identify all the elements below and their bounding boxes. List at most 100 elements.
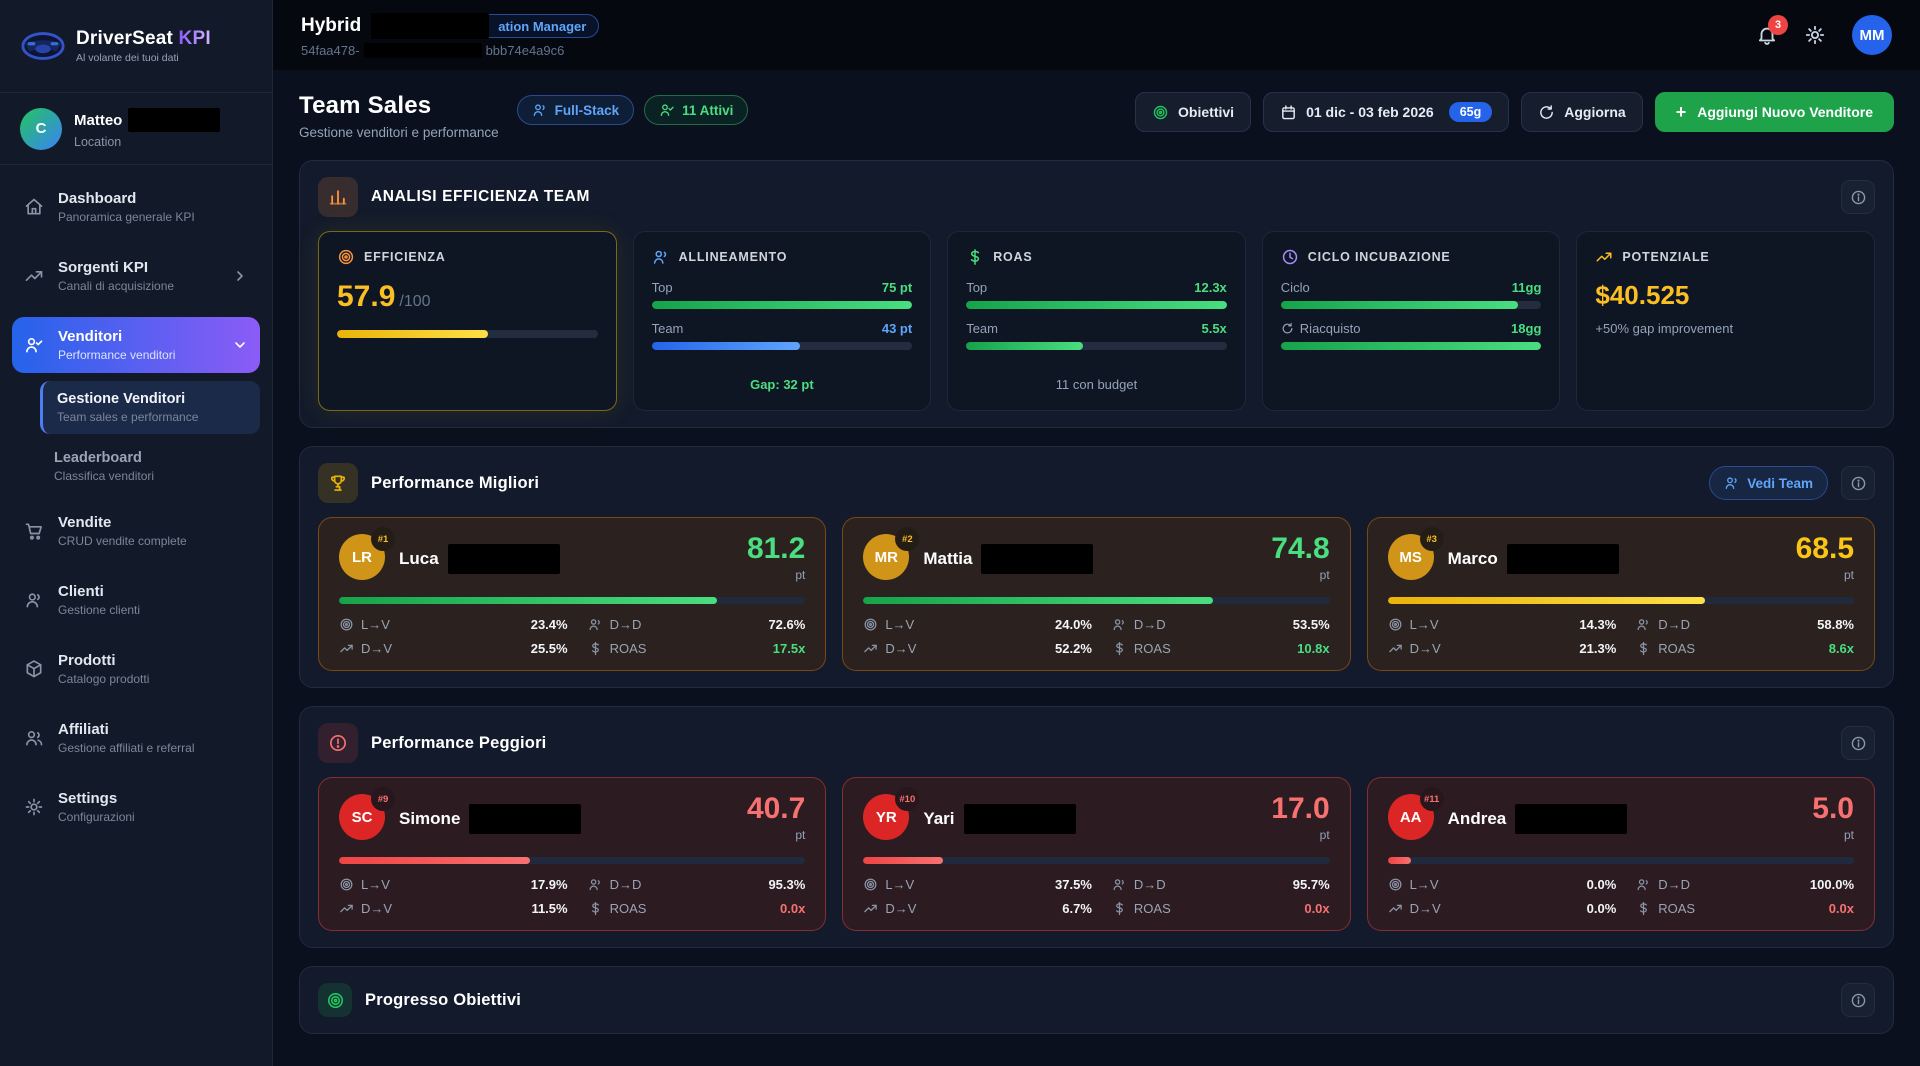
gear-icon: [1804, 24, 1826, 46]
user-name: Matteo: [74, 108, 221, 132]
sidebar-item-settings[interactable]: Settings Configurazioni: [12, 779, 260, 835]
score-progress: [1387, 597, 1854, 604]
sidebar-item-affiliati[interactable]: Affiliati Gestione affiliati e referral: [12, 710, 260, 766]
notifications-button[interactable]: 3: [1756, 15, 1788, 46]
sidebar-subitem-leaderboard[interactable]: Leaderboard Classifica venditori: [54, 450, 155, 483]
efficienza-progress: [337, 330, 598, 338]
rank-badge: #1: [371, 527, 395, 551]
target-icon: [318, 983, 352, 1017]
score-progress: [339, 857, 806, 864]
performer-score: 40.7: [746, 792, 806, 825]
user-check-icon: [659, 102, 675, 118]
account-avatar[interactable]: MM: [1852, 15, 1892, 55]
trending-up-icon: [1388, 901, 1403, 916]
users-icon: [1112, 617, 1127, 632]
refresh-icon: [1538, 104, 1555, 121]
target-icon: [339, 617, 354, 632]
shopping-cart-icon: [24, 521, 46, 541]
redacted-text: [1515, 804, 1628, 834]
score-progress: [863, 597, 1330, 604]
refresh-button[interactable]: Aggiorna: [1521, 92, 1643, 132]
active-sellers-badge[interactable]: 11 Attivi: [644, 95, 749, 125]
add-seller-button[interactable]: + Aggiungi Nuovo Venditore: [1654, 92, 1894, 132]
performer-name: Luca: [399, 549, 439, 568]
vedi-team-button[interactable]: Vedi Team: [1709, 466, 1828, 500]
performer-card[interactable]: LR #1 Luca 81.2 pt L→V 23.4% D→D 72.6% D→V 25…: [318, 517, 827, 671]
top-progress: [966, 301, 1227, 309]
panel-title: ANALISI EFFICIENZA TEAM: [371, 188, 591, 205]
sidebar-item-sorgenti-kpi[interactable]: Sorgenti KPI Canali di acquisizione: [12, 248, 260, 304]
main-content: Team Sales Gestione venditori e performa…: [273, 70, 1920, 1066]
dollar-icon: [588, 641, 603, 656]
settings-button[interactable]: [1804, 24, 1826, 46]
sidebar-item-clienti[interactable]: Clienti Gestione clienti: [12, 572, 260, 628]
score-progress: [863, 857, 1330, 864]
performer-name: Yari: [923, 809, 955, 828]
gear-icon: [24, 797, 46, 817]
performer-name: Andrea: [1447, 809, 1507, 828]
dollar-icon: [1112, 641, 1127, 656]
performer-name: Mattia: [923, 549, 973, 568]
obiettivi-button[interactable]: Obiettivi: [1135, 92, 1252, 132]
venditori-subnav: Gestione Venditori Team sales e performa…: [40, 381, 260, 493]
redacted-text: [363, 43, 482, 58]
progresso-obiettivi-panel: Progresso Obiettivi: [299, 966, 1894, 1034]
sidebar-subitem-gestione-venditori[interactable]: Gestione Venditori Team sales e performa…: [40, 381, 260, 434]
team-progress: [651, 342, 913, 350]
info-button[interactable]: [1841, 983, 1875, 1017]
sidebar-item-dashboard[interactable]: Dashboard Panoramica generale KPI: [12, 179, 260, 235]
users-icon: [588, 617, 603, 632]
performer-card[interactable]: YR #10 Yari 17.0 pt L→V 37.5% D→D 95.7% D→V 6…: [842, 777, 1351, 931]
top-progress: [651, 301, 913, 309]
steering-wheel-logo-icon: [20, 30, 66, 62]
target-icon: [1152, 104, 1169, 121]
performer-card[interactable]: SC #9 Simone 40.7 pt L→V 17.9% D→D 95.3% D→V…: [318, 777, 827, 931]
performer-card[interactable]: MR #2 Mattia 74.8 pt L→V 24.0% D→D 53.5% D→V…: [842, 517, 1351, 671]
users-icon: [1724, 475, 1740, 491]
performer-card[interactable]: AA #11 Andrea 5.0 pt L→V 0.0% D→D 100.0% D→V…: [1366, 777, 1875, 931]
users-icon: [652, 248, 670, 266]
analisi-efficienza-panel: ANALISI EFFICIENZA TEAM EFFICIENZA 57.9/…: [299, 160, 1894, 428]
performer-name: Marco: [1447, 549, 1498, 568]
team-type-badge[interactable]: Full-Stack: [516, 95, 635, 125]
info-button[interactable]: [1841, 180, 1875, 214]
redacted-text: [128, 108, 221, 132]
date-range-picker[interactable]: 01 dic - 03 feb 2026 65g: [1263, 92, 1510, 132]
page-title: Team Sales: [299, 92, 432, 119]
sidebar-item-vendite[interactable]: Vendite CRUD vendite complete: [12, 503, 260, 559]
users-icon: [1636, 877, 1651, 892]
sidebar-user[interactable]: C Matteo Location: [0, 93, 272, 165]
rank-badge: #10: [895, 787, 920, 811]
calendar-icon: [1280, 104, 1297, 121]
repeat-icon: [1281, 322, 1294, 335]
sidebar: DriverSeat KPI Al volante dei tuoi dati …: [0, 0, 273, 1066]
performer-score: 17.0: [1271, 792, 1330, 825]
team-progress: [966, 342, 1227, 350]
workspace-title: Hybrid: [301, 15, 362, 36]
target-icon: [337, 248, 355, 266]
performer-card[interactable]: MS #3 Marco 68.5 pt L→V 14.3% D→D 58.8% D→V 2…: [1366, 517, 1875, 671]
trending-up-icon: [24, 266, 46, 286]
redacted-text: [963, 804, 1076, 834]
brand-tagline: Al volante dei tuoi dati: [76, 52, 179, 64]
rank-badge: #9: [371, 787, 395, 811]
potenziale-note: +50% gap improvement: [1595, 321, 1734, 336]
users-icon: [588, 877, 603, 892]
notification-count-badge: 3: [1768, 15, 1788, 35]
sidebar-item-venditori[interactable]: Venditori Performance venditori: [12, 317, 260, 373]
sidebar-item-prodotti[interactable]: Prodotti Catalogo prodotti: [12, 641, 260, 697]
dollar-icon: [1112, 901, 1127, 916]
gap-note: Gap: 32 pt: [750, 377, 814, 392]
score-progress: [1387, 857, 1854, 864]
users-icon: [1112, 877, 1127, 892]
rank-badge: #11: [1419, 787, 1444, 811]
performer-score: 74.8: [1271, 532, 1330, 565]
brand: DriverSeat KPI Al volante dei tuoi dati: [0, 0, 272, 93]
info-button[interactable]: [1841, 726, 1875, 760]
efficienza-score: 57.9/100: [337, 280, 431, 313]
performance-migliori-panel: Performance Migliori Vedi Team LR #1 Luca…: [299, 446, 1894, 688]
brand-name: DriverSeat KPI: [76, 28, 211, 49]
info-button[interactable]: [1841, 466, 1875, 500]
performer-avatar: AA #11: [1387, 787, 1444, 840]
ciclo-progress: [1280, 301, 1542, 309]
